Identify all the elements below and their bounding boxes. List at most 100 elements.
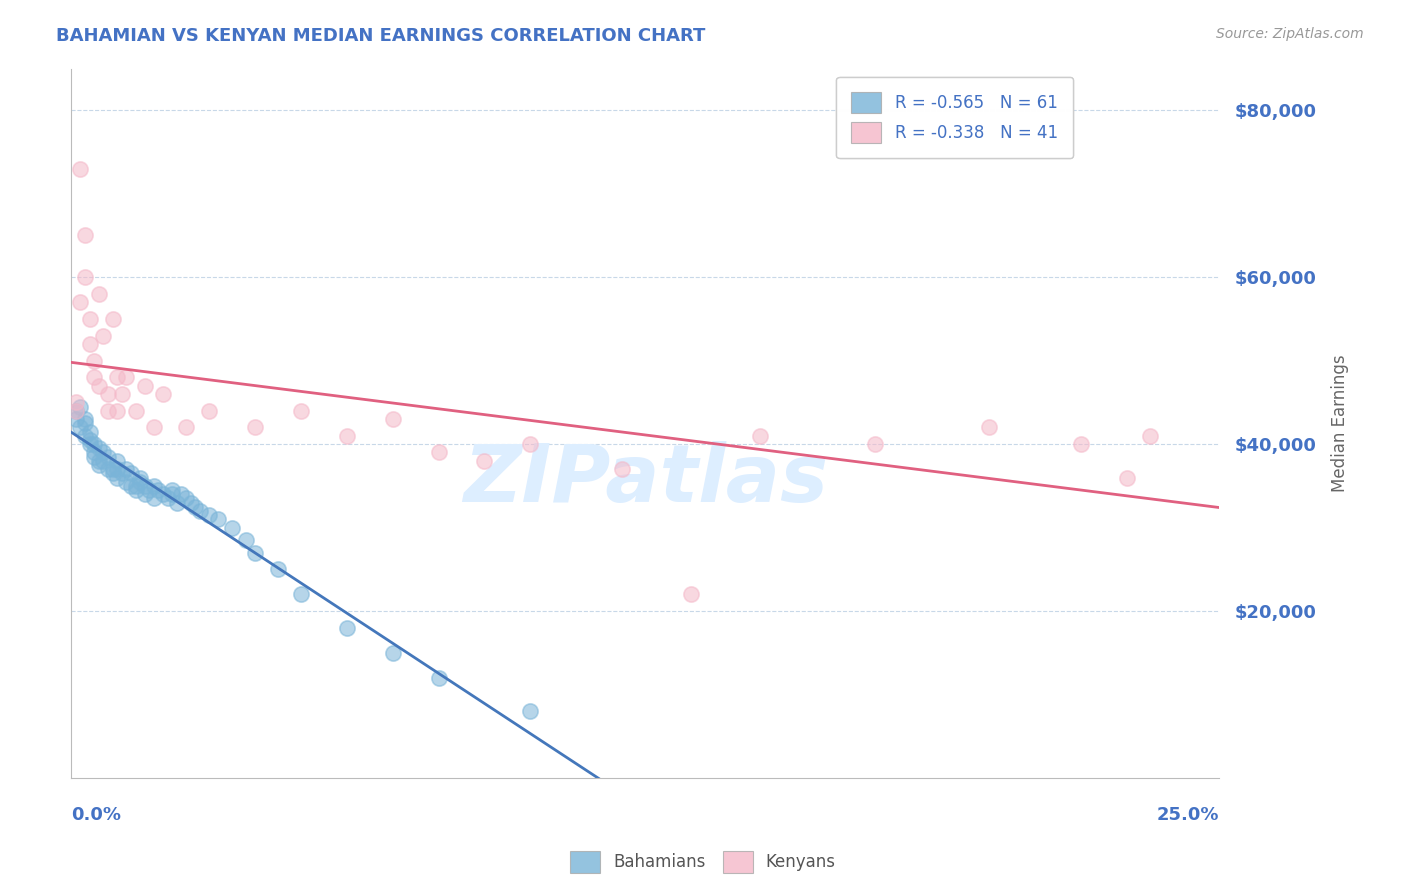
Point bbox=[138, 483, 160, 497]
Point bbox=[124, 479, 146, 493]
Point bbox=[83, 370, 105, 384]
Point bbox=[267, 562, 290, 576]
Point bbox=[73, 270, 96, 285]
Point bbox=[162, 487, 184, 501]
Point bbox=[97, 462, 120, 476]
Point bbox=[174, 491, 197, 506]
Point bbox=[198, 508, 221, 522]
Point bbox=[101, 467, 124, 481]
Point bbox=[290, 403, 312, 417]
Point bbox=[65, 412, 87, 426]
Point bbox=[474, 454, 496, 468]
Text: BAHAMIAN VS KENYAN MEDIAN EARNINGS CORRELATION CHART: BAHAMIAN VS KENYAN MEDIAN EARNINGS CORRE… bbox=[56, 27, 706, 45]
Point bbox=[979, 420, 1001, 434]
Point bbox=[134, 479, 156, 493]
Point bbox=[207, 512, 229, 526]
Point bbox=[79, 433, 101, 447]
Point bbox=[69, 295, 91, 310]
Point bbox=[79, 437, 101, 451]
Text: ZIPatlas: ZIPatlas bbox=[463, 441, 828, 519]
Point bbox=[101, 462, 124, 476]
Point bbox=[748, 429, 770, 443]
Point bbox=[427, 445, 450, 459]
Point bbox=[87, 286, 110, 301]
Point bbox=[124, 483, 146, 497]
Point bbox=[105, 370, 128, 384]
Point bbox=[152, 487, 174, 501]
Legend: R = -0.565   N = 61, R = -0.338   N = 41: R = -0.565 N = 61, R = -0.338 N = 41 bbox=[837, 77, 1073, 158]
Point bbox=[105, 470, 128, 484]
Point bbox=[93, 454, 115, 468]
Point bbox=[174, 420, 197, 434]
Text: 0.0%: 0.0% bbox=[72, 806, 121, 824]
Point bbox=[120, 479, 142, 493]
Point bbox=[115, 475, 138, 489]
Point bbox=[221, 520, 243, 534]
Point bbox=[156, 491, 179, 506]
Point bbox=[65, 395, 87, 409]
Point bbox=[93, 445, 115, 459]
Point bbox=[97, 387, 120, 401]
Point bbox=[170, 487, 193, 501]
Point bbox=[124, 403, 146, 417]
Point bbox=[83, 353, 105, 368]
Point bbox=[79, 337, 101, 351]
Point bbox=[142, 420, 165, 434]
Point bbox=[73, 417, 96, 431]
Point bbox=[87, 458, 110, 472]
Text: Source: ZipAtlas.com: Source: ZipAtlas.com bbox=[1216, 27, 1364, 41]
Point bbox=[381, 412, 404, 426]
Point bbox=[152, 387, 174, 401]
Point bbox=[519, 437, 541, 451]
Point bbox=[73, 228, 96, 243]
Point bbox=[134, 487, 156, 501]
Point bbox=[381, 646, 404, 660]
Point bbox=[69, 400, 91, 414]
Point bbox=[679, 587, 702, 601]
Text: 25.0%: 25.0% bbox=[1157, 806, 1219, 824]
Point bbox=[427, 671, 450, 685]
Point bbox=[120, 467, 142, 481]
Point bbox=[93, 328, 115, 343]
Point bbox=[166, 495, 188, 509]
Point bbox=[142, 479, 165, 493]
Point bbox=[336, 621, 359, 635]
Point bbox=[111, 387, 134, 401]
Point bbox=[87, 378, 110, 392]
Legend: Bahamians, Kenyans: Bahamians, Kenyans bbox=[564, 845, 842, 880]
Point bbox=[65, 403, 87, 417]
Point bbox=[184, 500, 207, 514]
Point bbox=[129, 475, 152, 489]
Point bbox=[73, 412, 96, 426]
Point bbox=[87, 442, 110, 456]
Point bbox=[188, 504, 211, 518]
Point bbox=[162, 483, 184, 497]
Point bbox=[69, 420, 91, 434]
Y-axis label: Median Earnings: Median Earnings bbox=[1331, 354, 1348, 492]
Point bbox=[235, 533, 257, 548]
Point bbox=[105, 454, 128, 468]
Point bbox=[134, 378, 156, 392]
Point bbox=[105, 462, 128, 476]
Point bbox=[290, 587, 312, 601]
Point bbox=[97, 403, 120, 417]
Point bbox=[863, 437, 886, 451]
Point bbox=[243, 546, 266, 560]
Point bbox=[83, 450, 105, 464]
Point bbox=[115, 462, 138, 476]
Point bbox=[142, 491, 165, 506]
Point bbox=[79, 425, 101, 439]
Point bbox=[336, 429, 359, 443]
Point bbox=[69, 161, 91, 176]
Point bbox=[519, 704, 541, 718]
Point bbox=[105, 403, 128, 417]
Point bbox=[243, 420, 266, 434]
Point bbox=[111, 467, 134, 481]
Point bbox=[148, 483, 170, 497]
Point bbox=[83, 437, 105, 451]
Point bbox=[65, 403, 87, 417]
Point bbox=[115, 370, 138, 384]
Point bbox=[73, 429, 96, 443]
Point bbox=[79, 312, 101, 326]
Point bbox=[87, 454, 110, 468]
